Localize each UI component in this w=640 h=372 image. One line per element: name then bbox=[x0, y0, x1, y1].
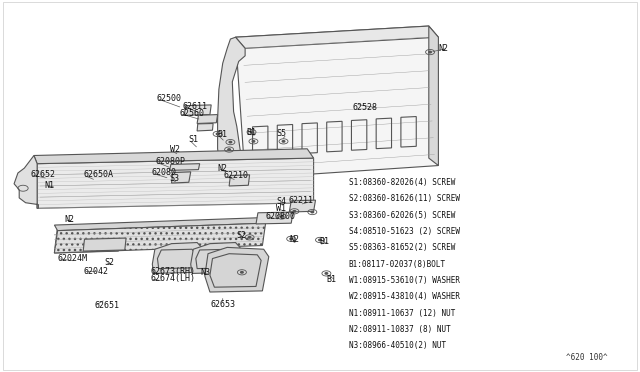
Polygon shape bbox=[54, 218, 266, 231]
Circle shape bbox=[429, 51, 431, 53]
Text: N2: N2 bbox=[64, 215, 74, 224]
Text: 62651: 62651 bbox=[95, 301, 120, 310]
Circle shape bbox=[319, 239, 321, 241]
Circle shape bbox=[282, 141, 285, 142]
Text: S4:08510-51623 (2) SCREW: S4:08510-51623 (2) SCREW bbox=[349, 227, 460, 236]
Text: N1: N1 bbox=[45, 181, 55, 190]
Polygon shape bbox=[289, 200, 316, 212]
Polygon shape bbox=[172, 172, 191, 183]
Circle shape bbox=[311, 211, 314, 213]
Text: 62080P: 62080P bbox=[156, 157, 186, 166]
Circle shape bbox=[248, 237, 251, 238]
Text: S1:08360-82026(4) SCREW: S1:08360-82026(4) SCREW bbox=[349, 178, 455, 187]
Text: N3: N3 bbox=[200, 268, 210, 277]
Text: ^620 100^: ^620 100^ bbox=[566, 353, 608, 362]
Text: S3:08360-62026(5) SCREW: S3:08360-62026(5) SCREW bbox=[349, 211, 455, 219]
Polygon shape bbox=[197, 115, 218, 124]
Text: N2: N2 bbox=[289, 235, 300, 244]
Text: S1: S1 bbox=[189, 135, 199, 144]
Text: S5:08363-81652(2) SCREW: S5:08363-81652(2) SCREW bbox=[349, 243, 455, 252]
Polygon shape bbox=[170, 164, 200, 170]
Text: N1:08911-10637 (12) NUT: N1:08911-10637 (12) NUT bbox=[349, 309, 455, 318]
Circle shape bbox=[229, 141, 232, 143]
Text: S2: S2 bbox=[104, 258, 115, 267]
Polygon shape bbox=[236, 26, 438, 179]
Text: W2:08915-43810(4) WASHER: W2:08915-43810(4) WASHER bbox=[349, 292, 460, 301]
Circle shape bbox=[216, 133, 219, 135]
Polygon shape bbox=[34, 149, 314, 164]
Text: 62528: 62528 bbox=[353, 103, 378, 112]
Circle shape bbox=[280, 216, 283, 217]
Text: N2:08911-10837 (8) NUT: N2:08911-10837 (8) NUT bbox=[349, 325, 451, 334]
Text: 62653: 62653 bbox=[210, 300, 236, 309]
Text: S4: S4 bbox=[276, 197, 287, 206]
Polygon shape bbox=[184, 105, 211, 115]
Circle shape bbox=[290, 238, 292, 240]
Text: W1:08915-53610(7) WASHER: W1:08915-53610(7) WASHER bbox=[349, 276, 460, 285]
Text: B1: B1 bbox=[218, 130, 228, 139]
Text: 62024M: 62024M bbox=[58, 254, 88, 263]
Text: N3:08966-40510(2) NUT: N3:08966-40510(2) NUT bbox=[349, 341, 446, 350]
Text: 62080: 62080 bbox=[152, 169, 177, 177]
Polygon shape bbox=[205, 247, 269, 292]
Circle shape bbox=[293, 211, 296, 212]
Text: 62500: 62500 bbox=[157, 94, 182, 103]
Polygon shape bbox=[83, 238, 126, 251]
Text: 62650A: 62650A bbox=[83, 170, 113, 179]
Text: 62210: 62210 bbox=[224, 171, 249, 180]
Text: 62560: 62560 bbox=[179, 109, 204, 118]
Polygon shape bbox=[191, 243, 240, 273]
Text: S2: S2 bbox=[237, 231, 247, 240]
Text: W1: W1 bbox=[276, 204, 287, 213]
Text: S3: S3 bbox=[170, 174, 180, 183]
Circle shape bbox=[228, 149, 230, 150]
Text: B1: B1 bbox=[246, 128, 256, 137]
Text: B1:08117-02037(8)BOLT: B1:08117-02037(8)BOLT bbox=[349, 260, 446, 269]
Text: 62611: 62611 bbox=[182, 102, 207, 110]
Text: S5: S5 bbox=[276, 129, 287, 138]
Text: B1: B1 bbox=[319, 237, 330, 246]
Circle shape bbox=[241, 272, 243, 273]
Text: 62211: 62211 bbox=[289, 196, 314, 205]
Polygon shape bbox=[197, 124, 213, 131]
Circle shape bbox=[250, 131, 253, 133]
Text: N2: N2 bbox=[218, 164, 228, 173]
Polygon shape bbox=[229, 175, 250, 186]
Text: 62674(LH): 62674(LH) bbox=[150, 275, 195, 283]
Circle shape bbox=[325, 273, 328, 274]
Text: S2:08360-81626(11) SCREW: S2:08360-81626(11) SCREW bbox=[349, 194, 460, 203]
Polygon shape bbox=[256, 212, 293, 224]
Polygon shape bbox=[14, 155, 38, 208]
Text: W2: W2 bbox=[170, 145, 180, 154]
Text: 62652: 62652 bbox=[31, 170, 56, 179]
Text: N2: N2 bbox=[438, 44, 448, 53]
Circle shape bbox=[252, 141, 255, 142]
Text: 62673(RH): 62673(RH) bbox=[150, 267, 195, 276]
Polygon shape bbox=[236, 26, 438, 48]
Polygon shape bbox=[152, 243, 202, 273]
Text: 620800: 620800 bbox=[266, 212, 296, 221]
Text: B1: B1 bbox=[326, 275, 336, 284]
Text: 62042: 62042 bbox=[83, 267, 108, 276]
Polygon shape bbox=[54, 225, 120, 253]
Polygon shape bbox=[429, 26, 438, 166]
Polygon shape bbox=[218, 37, 245, 182]
Polygon shape bbox=[54, 223, 266, 253]
Polygon shape bbox=[37, 158, 314, 208]
